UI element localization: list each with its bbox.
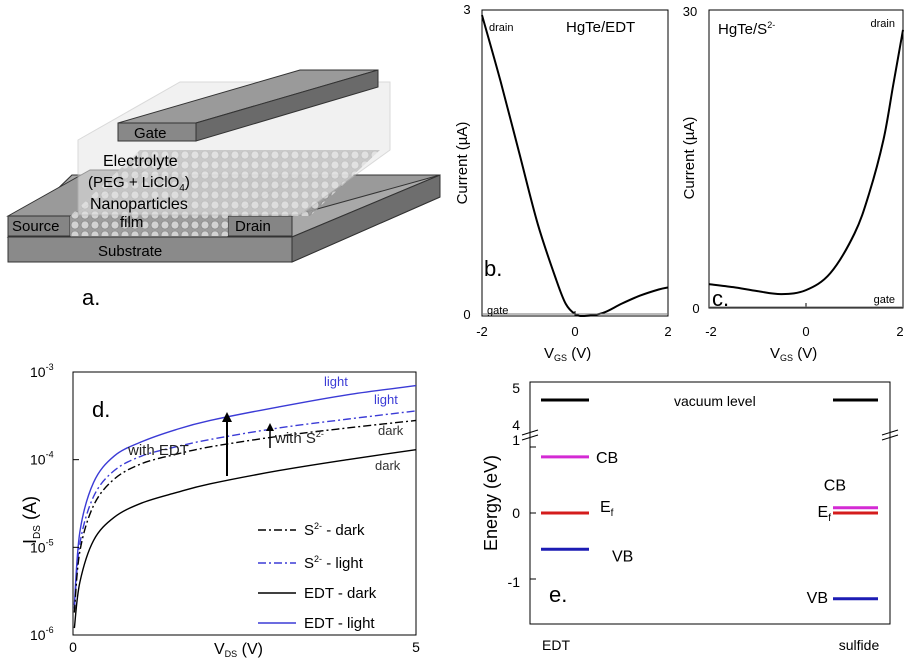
panel-b-series-drain: [481, 14, 669, 318]
panel-d-xlabel: VDS (V): [214, 641, 263, 659]
panel-c-series-drain: [708, 29, 904, 296]
label-nanoparticles: Nanoparticles: [90, 196, 188, 213]
panel-c-xtick-mid: 0: [802, 324, 809, 339]
panel-e-xtick-edt: EDT: [542, 637, 570, 653]
level-label-EDT-VB: VB: [612, 548, 633, 565]
panel-b-gate-label: gate: [487, 305, 508, 317]
panel-b-xtick-left: -2: [476, 324, 488, 339]
panel-d-yticks: 10-3 10-4 10-5 10-6: [30, 362, 79, 643]
axis-break-right-1: [881, 429, 899, 436]
panel-e-xtick-sulfide: sulfide: [839, 637, 880, 653]
axis-break-left-1: [521, 429, 539, 436]
panel-b-title: HgTe/EDT: [566, 19, 635, 36]
panel-b-ytick-min: 0: [463, 307, 470, 322]
panel-e-frame: [529, 381, 891, 625]
panel-b-xtick-mid: 0: [571, 324, 578, 339]
panel-e-chart: vacuum level 5 4 1 0 -1 EDT sulfide Ener…: [481, 380, 899, 653]
panel-b-xlabel: VGS (V): [544, 345, 591, 363]
level-label-EDT-E: Ef: [600, 499, 614, 519]
panel-e-ytick-5: 5: [512, 380, 520, 396]
panel-d-legend: S2- - dark S2- - light EDT - dark EDT - lig…: [258, 521, 377, 632]
panel-a-schematic: Gate Electrolyte (PEG + LiClO4) Nanopart…: [6, 69, 441, 310]
curve-label-dark-mid: dark: [378, 423, 404, 438]
panel-e-ytick-0: 0: [512, 505, 520, 521]
panel-b-plot-area: [481, 14, 669, 318]
label-electrolyte-comp: (PEG + LiClO4): [88, 174, 190, 194]
panel-d-series-EDT---light: [73, 384, 417, 606]
panel-a-label: a.: [82, 285, 100, 310]
panel-d-chart: 10-310-410-510-6 0 5 VDS (V) IDS (A) d. …: [20, 362, 420, 659]
panel-c-chart: HgTe/S2- drain gate c. 30 0 -2 0 2 VGS (…: [681, 4, 904, 363]
label-gate: Gate: [134, 125, 167, 142]
panel-d-plot-area: [73, 384, 417, 629]
nanoparticle-film-front: [70, 216, 228, 236]
level-label-sulfide-E: Ef: [818, 504, 832, 524]
panel-c-title: HgTe/S2-: [718, 20, 775, 38]
label-source: Source: [12, 218, 60, 235]
panel-d-series-EDT---dark: [73, 448, 417, 629]
level-label-sulfide-CB: CB: [824, 478, 846, 495]
panel-b-xtick-right: 2: [664, 324, 671, 339]
panel-d-xtick-left: 0: [69, 639, 77, 655]
panel-c-plot-area: [708, 29, 904, 308]
panel-b-ylabel: Current (µA): [454, 122, 471, 205]
legend-label: S2- - dark: [304, 521, 365, 539]
panel-e-ylabel: Energy (eV): [481, 455, 501, 551]
panel-e-level-labels: CB Ef VB CB Ef VB: [596, 450, 846, 607]
panel-c-frame: [708, 9, 904, 309]
panel-d-ytick-label: 10-4: [30, 450, 54, 468]
panel-b-chart: HgTe/EDT drain gate b. 3 0 -2 0 2 VGS (V…: [454, 2, 672, 363]
label-substrate: Substrate: [98, 243, 162, 260]
panel-d-xtick-right: 5: [412, 639, 420, 655]
gate-side: [195, 69, 379, 142]
panel-d-label: d.: [92, 397, 110, 422]
panel-c-ylabel: Current (µA): [681, 117, 698, 200]
annotation-with-edt: with EDT: [127, 442, 189, 459]
panel-e-ytick-4: 4: [512, 417, 520, 433]
legend-label: EDT - dark: [304, 585, 377, 602]
panel-d-ytick-label: 10-3: [30, 362, 54, 380]
level-label-sulfide-VB: VB: [807, 590, 828, 607]
arrow-s-head: [266, 423, 274, 431]
panel-d-ytick-label: 10-5: [30, 537, 54, 555]
panel-b-label: b.: [484, 256, 502, 281]
panel-c-xtick-right: 2: [896, 324, 903, 339]
label-drain: Drain: [235, 218, 271, 235]
legend-label: S2- - light: [304, 554, 364, 572]
annotation-with-s: with S2-: [274, 429, 324, 447]
label-film: film: [120, 214, 143, 231]
panel-d-frame: [72, 371, 417, 636]
substrate-front: [7, 236, 293, 263]
panel-c-gate-label: gate: [874, 294, 895, 306]
label-electrolyte: Electrolyte: [103, 153, 178, 170]
vacuum-level-label: vacuum level: [674, 393, 756, 409]
panel-d-ytick-label: 10-6: [30, 625, 54, 643]
axis-break-left-2: [521, 434, 539, 441]
panel-c-label: c.: [712, 286, 729, 311]
panel-b-drain-label: drain: [489, 22, 513, 34]
panel-c-ytick-min: 0: [692, 301, 699, 316]
axis-break-right-2: [881, 434, 899, 441]
panel-e-plot-area: [530, 398, 878, 601]
panel-d-series-S2----dark: [73, 419, 417, 613]
level-label-EDT-CB: CB: [596, 450, 618, 467]
legend-label: EDT - light: [304, 615, 375, 632]
panel-d-ylabel: IDS (A): [20, 496, 43, 544]
panel-c-xlabel: VGS (V): [770, 345, 817, 363]
curve-label-light-mid: light: [374, 392, 398, 407]
panel-c-xtick-left: -2: [705, 324, 717, 339]
arrow-edt-head: [222, 412, 232, 422]
panel-e-label: e.: [549, 582, 567, 607]
panel-c-ytick-max: 30: [683, 4, 697, 19]
curve-label-dark-low: dark: [375, 458, 401, 473]
panel-b-frame: [481, 9, 669, 317]
panel-e-ytick-m1: -1: [508, 574, 521, 590]
panel-c-drain-label: drain: [871, 18, 895, 30]
panel-e-ytick-1: 1: [512, 432, 520, 448]
panel-b-ytick-max: 3: [463, 2, 470, 17]
curve-label-light-top: light: [324, 374, 348, 389]
